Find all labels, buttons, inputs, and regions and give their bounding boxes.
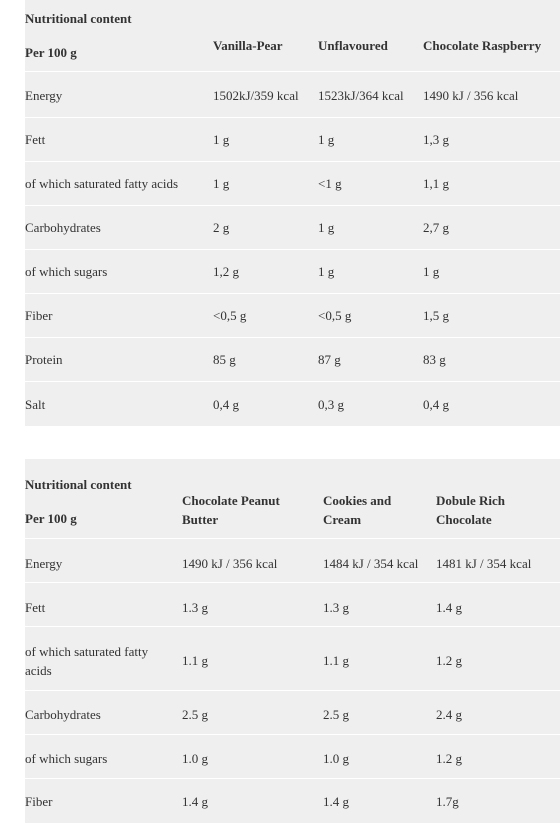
cell-value: 1.4 g bbox=[436, 600, 462, 615]
column-header: Chocolate Raspberry bbox=[423, 38, 542, 53]
cell-value: 1 g bbox=[423, 264, 440, 279]
table-row: Carbohydrates 2.5 g 2.5 g 2.4 g bbox=[25, 691, 560, 735]
table-row: Energy 1490 kJ / 356 kcal 1484 kJ / 354 … bbox=[25, 539, 560, 583]
table-header-row: Nutritional content Per 100 g Chocolate … bbox=[25, 459, 560, 539]
row-label: Carbohydrates bbox=[25, 707, 101, 722]
table-header-row: Nutritional content Per 100 g Vanilla-Pe… bbox=[25, 0, 560, 72]
row-label: Protein bbox=[25, 352, 63, 367]
row-label: Fett bbox=[25, 600, 46, 615]
cell-value: <0,5 g bbox=[213, 308, 247, 323]
table-row: Energy 1502kJ/359 kcal 1523kJ/364 kcal 1… bbox=[25, 72, 560, 118]
cell-value: 0,3 g bbox=[318, 397, 344, 412]
cell-value: 1.0 g bbox=[182, 751, 208, 766]
cell-value: 1.1 g bbox=[323, 653, 349, 668]
cell-value: 1.1 g bbox=[182, 653, 208, 668]
cell-value: 1502kJ/359 kcal bbox=[213, 88, 299, 103]
column-header: Chocolate Peanut Butter bbox=[182, 493, 280, 527]
table-row: of which saturated fatty acids 1.1 g 1.1… bbox=[25, 627, 560, 691]
cell-value: 1,5 g bbox=[423, 308, 449, 323]
nutrition-table-1: Nutritional content Per 100 g Vanilla-Pe… bbox=[25, 0, 560, 426]
row-label: Salt bbox=[25, 397, 46, 412]
table-row: Carbohydrates 2 g 1 g 2,7 g bbox=[25, 206, 560, 250]
table-row: Fiber <0,5 g <0,5 g 1,5 g bbox=[25, 294, 560, 338]
column-header: Dobule Rich Chocolate bbox=[436, 493, 505, 527]
table-row: Salt 0,4 g 0,3 g 0,4 g bbox=[25, 382, 560, 426]
row-label: of which sugars bbox=[25, 751, 108, 766]
nutrition-table-2: Nutritional content Per 100 g Chocolate … bbox=[25, 459, 560, 823]
cell-value: 83 g bbox=[423, 352, 446, 367]
row-label: Fett bbox=[25, 132, 46, 147]
table-row: Fiber 1.4 g 1.4 g 1.7g bbox=[25, 779, 560, 823]
row-label: Fiber bbox=[25, 308, 53, 323]
cell-value: 1490 kJ / 356 kcal bbox=[182, 556, 278, 571]
cell-value: 1481 kJ / 354 kcal bbox=[436, 556, 532, 571]
cell-value: 1490 kJ / 356 kcal bbox=[423, 88, 519, 103]
cell-value: 1.0 g bbox=[323, 751, 349, 766]
cell-value: 2.5 g bbox=[323, 707, 349, 722]
table-row: of which sugars 1,2 g 1 g 1 g bbox=[25, 250, 560, 294]
cell-value: 1 g bbox=[213, 176, 230, 191]
table-row: Protein 85 g 87 g 83 g bbox=[25, 338, 560, 382]
cell-value: 87 g bbox=[318, 352, 341, 367]
cell-value: 1,2 g bbox=[213, 264, 239, 279]
column-header: Vanilla-Pear bbox=[213, 38, 283, 53]
cell-value: 1,3 g bbox=[423, 132, 449, 147]
row-label: of which saturated fatty acids bbox=[25, 644, 149, 678]
cell-value: 1,1 g bbox=[423, 176, 449, 191]
per-100g-label: Per 100 g bbox=[25, 45, 77, 60]
row-label: Energy bbox=[25, 556, 63, 571]
cell-value: <1 g bbox=[318, 176, 342, 191]
cell-value: 2,7 g bbox=[423, 220, 449, 235]
cell-value: 1.3 g bbox=[182, 600, 208, 615]
cell-value: 1.3 g bbox=[323, 600, 349, 615]
cell-value: 1 g bbox=[213, 132, 230, 147]
cell-value: 85 g bbox=[213, 352, 236, 367]
row-label: Fiber bbox=[25, 794, 53, 809]
row-label: Carbohydrates bbox=[25, 220, 101, 235]
table-row: of which sugars 1.0 g 1.0 g 1.2 g bbox=[25, 735, 560, 779]
cell-value: <0,5 g bbox=[318, 308, 352, 323]
cell-value: 1523kJ/364 kcal bbox=[318, 88, 404, 103]
cell-value: 2.5 g bbox=[182, 707, 208, 722]
cell-value: 1 g bbox=[318, 220, 335, 235]
row-label: of which saturated fatty acids bbox=[25, 176, 179, 191]
cell-value: 1.4 g bbox=[182, 794, 208, 809]
column-header: Cookies and Cream bbox=[323, 493, 392, 527]
per-100g-label: Per 100 g bbox=[25, 511, 77, 526]
cell-value: 1 g bbox=[318, 132, 335, 147]
cell-value: 2.4 g bbox=[436, 707, 462, 722]
table-row: Fett 1.3 g 1.3 g 1.4 g bbox=[25, 583, 560, 627]
cell-value: 1.4 g bbox=[323, 794, 349, 809]
cell-value: 1484 kJ / 354 kcal bbox=[323, 556, 419, 571]
cell-value: 1 g bbox=[318, 264, 335, 279]
table-row: of which saturated fatty acids 1 g <1 g … bbox=[25, 162, 560, 206]
row-label: of which sugars bbox=[25, 264, 108, 279]
table-title: Nutritional content bbox=[25, 11, 132, 26]
row-label: Energy bbox=[25, 88, 63, 103]
cell-value: 1.2 g bbox=[436, 653, 462, 668]
cell-value: 0,4 g bbox=[423, 397, 449, 412]
cell-value: 2 g bbox=[213, 220, 230, 235]
cell-value: 1.7g bbox=[436, 794, 459, 809]
table-title: Nutritional content bbox=[25, 477, 132, 492]
table-row: Fett 1 g 1 g 1,3 g bbox=[25, 118, 560, 162]
column-header: Unflavoured bbox=[318, 38, 388, 53]
cell-value: 0,4 g bbox=[213, 397, 239, 412]
cell-value: 1.2 g bbox=[436, 751, 462, 766]
